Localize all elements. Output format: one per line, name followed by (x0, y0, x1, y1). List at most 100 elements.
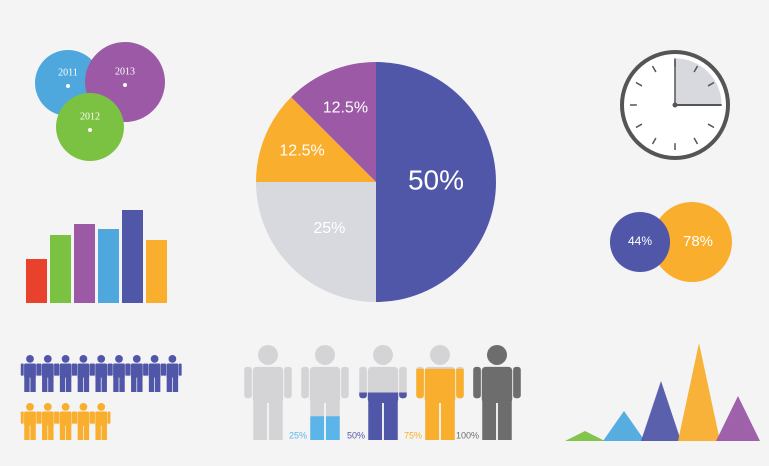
figure-leg (24, 376, 30, 392)
figure-arm (89, 411, 93, 424)
figure-arm (143, 363, 147, 376)
bar (74, 224, 95, 303)
figure-leg (113, 376, 119, 392)
figure-base (244, 345, 292, 440)
figure-torso (59, 411, 72, 426)
pie-slice (256, 182, 376, 302)
figure-torso (59, 363, 72, 378)
figure-leg (42, 376, 48, 392)
figure-leg (83, 376, 90, 392)
clock-tick (635, 123, 643, 129)
figure-head (61, 403, 70, 411)
figure-arm (38, 363, 42, 376)
figure-arm (301, 366, 309, 399)
triangle (641, 381, 681, 441)
figure-leg (137, 376, 143, 392)
figure-leg (253, 400, 268, 440)
figure-arm (91, 411, 95, 424)
figure-head (168, 355, 177, 363)
figure-torso (41, 363, 54, 378)
figure-torso (41, 411, 54, 426)
figure-leg (497, 400, 512, 440)
figure-leg (154, 376, 161, 392)
figure-torso (309, 366, 341, 403)
triangle (565, 431, 605, 441)
figure-leg (65, 376, 72, 392)
figure-leg (310, 416, 325, 440)
triangle (603, 411, 645, 441)
figure-head (97, 403, 106, 411)
figure-arm (71, 363, 75, 376)
figure-leg (148, 376, 155, 392)
figure-torso (24, 411, 36, 426)
bubble-label: 78% (683, 233, 713, 250)
figure-arm (20, 363, 24, 376)
figure-torso (95, 363, 108, 378)
figure-torso (424, 368, 456, 403)
figure-arm (178, 363, 182, 376)
pie-label: 25% (313, 220, 345, 237)
figure-head (115, 355, 123, 363)
figure-torso (95, 411, 108, 426)
figure-head (43, 403, 52, 411)
venn-label: 2012 (80, 111, 100, 122)
figure-torso (481, 366, 513, 403)
figure-arm (107, 411, 111, 424)
figure-arm (56, 411, 60, 424)
figure-arm (89, 363, 93, 376)
figure-leg (425, 400, 440, 440)
pie-label: 12.5% (279, 143, 324, 160)
figure-arm (416, 368, 424, 399)
figure-arm (54, 411, 58, 424)
figure-leg (101, 424, 107, 440)
figure-head (150, 355, 159, 363)
figure-leg (42, 424, 48, 440)
figure-leg (30, 424, 36, 440)
figure-leg (131, 376, 137, 392)
figure-leg (59, 424, 66, 440)
figure-head (97, 355, 106, 363)
figure-head (430, 345, 450, 365)
figure-arm (359, 392, 367, 399)
bubble (609, 211, 671, 273)
figure-leg (77, 424, 84, 440)
figure-arm (244, 366, 252, 399)
figure-torso (77, 411, 90, 426)
figure-leg (119, 376, 125, 392)
figure-leg (65, 424, 72, 440)
venn-label: 2011 (58, 67, 78, 78)
figure-leg (30, 376, 36, 392)
figure-leg (368, 400, 383, 440)
figure-label: 25% (289, 430, 307, 440)
venn-dot (123, 83, 127, 87)
pie-label: 50% (408, 164, 464, 195)
figure-leg (95, 424, 101, 440)
triangle (716, 396, 760, 441)
clock-tick (707, 123, 715, 129)
figure-arm (74, 411, 78, 424)
figure-head (79, 403, 88, 411)
figure-arm (145, 363, 149, 376)
figure-leg (59, 376, 66, 392)
clock-tick (651, 137, 657, 145)
figure-leg (268, 400, 283, 440)
figure-arm (399, 366, 407, 399)
figure-torso (166, 363, 179, 378)
figure-head (258, 345, 278, 365)
figure-arm (284, 366, 292, 399)
clock-tick (635, 81, 643, 87)
bar (98, 229, 119, 303)
figure-arm (36, 411, 40, 424)
figure-arm (107, 363, 111, 376)
figure-arm (56, 363, 60, 376)
clock-center (672, 102, 678, 108)
figure-head (487, 345, 507, 365)
figure-leg (95, 376, 101, 392)
pictogram-row (20, 355, 182, 392)
figure-leg (325, 416, 340, 440)
venn-label: 2013 (115, 66, 135, 77)
figure-leg (83, 424, 90, 440)
figure-head (132, 355, 141, 363)
figure-head (26, 403, 34, 411)
